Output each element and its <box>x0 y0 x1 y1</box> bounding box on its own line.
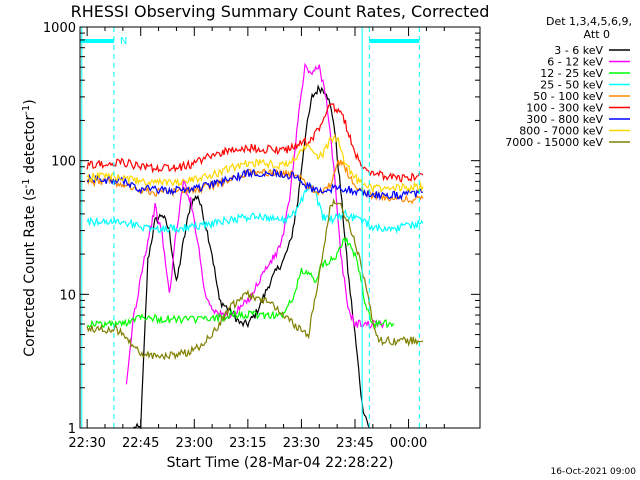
y-tick-label: 1 <box>68 422 76 437</box>
legend-label: 50 - 100 keV <box>533 90 603 103</box>
y-axis-label-sup1: -1 <box>21 178 32 188</box>
legend-label: 100 - 300 keV <box>526 102 603 115</box>
series-line-6-12-kev <box>125 62 385 385</box>
y-tick-label: 10 <box>59 288 76 303</box>
x-tick-label: 23:45 <box>336 436 373 451</box>
y-axis-label-end: ) <box>22 99 38 104</box>
footer-date: 16-Oct-2021 09:00 <box>551 467 637 477</box>
night-marker-label: N <box>120 36 127 47</box>
x-tick-label: 23:00 <box>176 436 213 451</box>
plot-frame <box>79 26 481 429</box>
legend-label: 800 - 7000 keV <box>519 125 603 138</box>
series-line-12-25-kev <box>86 237 395 330</box>
x-axis-label: Start Time (28-Mar-04 22:28:22) <box>167 455 394 471</box>
x-tick-label: 00:00 <box>390 436 427 451</box>
series-line-800-7000-kev <box>86 133 424 194</box>
legend-label: 6 - 12 keV <box>547 56 603 69</box>
legend-label: 12 - 25 keV <box>540 67 603 80</box>
chart-title: RHESSI Observing Summary Count Rates, Co… <box>71 2 490 21</box>
series-line-100-300-kev <box>86 103 424 183</box>
x-tick-label: 23:15 <box>229 436 266 451</box>
legend-label: 3 - 6 keV <box>554 44 603 57</box>
legend-header-line-1: Det 1,3,4,5,6,9, <box>546 15 632 28</box>
y-axis-label: Corrected Count Rate (s-1 detector-1) <box>21 99 38 356</box>
night-markers: N <box>80 27 420 428</box>
series-line-7000-15000-kev <box>86 198 424 361</box>
axes: 22:30 22:45 23:00 23:15 23:30 23:45 00:00 1 10 10… <box>43 21 481 451</box>
legend-header: Det 1,3,4,5,6,9, Att 0 <box>546 15 632 41</box>
legend-label: 300 - 800 keV <box>526 113 603 126</box>
y-tick-label: 1000 <box>43 21 76 36</box>
series-line-25-50-kev <box>86 184 424 235</box>
legend-label: 25 - 50 keV <box>540 79 603 92</box>
series-line-300-800-kev <box>87 168 423 201</box>
y-axis-label-mid: detector <box>22 115 38 179</box>
x-tick-label: 22:30 <box>68 436 105 451</box>
plot-area <box>86 62 424 430</box>
x-tick-label: 23:30 <box>283 436 320 451</box>
y-tick-label: 100 <box>51 155 76 170</box>
legend-header-line-2: Att 0 <box>584 28 610 41</box>
legend-label: 7000 - 15000 keV <box>505 136 603 149</box>
x-tick-label: 22:45 <box>122 436 159 451</box>
y-axis-label-main: Corrected Count Rate (s <box>22 188 38 356</box>
y-axis-label-sup2: -1 <box>21 105 32 115</box>
